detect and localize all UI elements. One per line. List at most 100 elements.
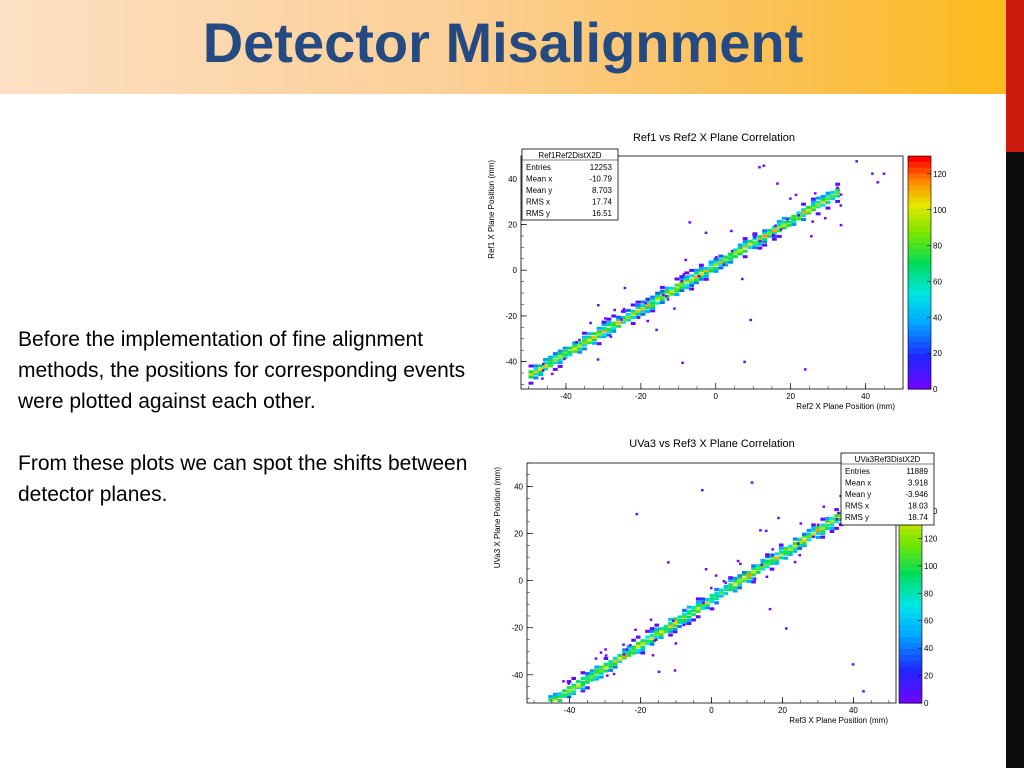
heatmap-cell <box>538 364 544 368</box>
heatmap-cell <box>543 358 548 361</box>
outlier-cell <box>785 627 788 630</box>
heatmap-cell <box>557 361 563 364</box>
heatmap-cell <box>591 332 597 336</box>
heatmap-cell <box>689 287 695 291</box>
outlier-cell <box>794 193 798 197</box>
outlier-cell <box>649 618 653 621</box>
heatmap-cell <box>654 627 659 631</box>
heatmap-cell <box>580 683 586 687</box>
heatmap-cell <box>635 635 641 639</box>
heatmap-cell <box>589 672 595 676</box>
heatmap-cell <box>650 307 656 310</box>
colorbar-tick-label: 0 <box>924 699 929 708</box>
heatmap-cell <box>654 630 659 634</box>
stats-value: 3.918 <box>908 479 929 488</box>
heatmap-cell <box>635 650 641 654</box>
heatmap-cell <box>599 668 604 672</box>
outlier-cell <box>674 642 678 645</box>
heatmap-cell <box>640 648 646 652</box>
stats-label: Mean y <box>526 186 552 195</box>
colorbar-swatch <box>899 631 922 638</box>
y-tick-label: 0 <box>519 577 524 586</box>
stats-value: 18.74 <box>908 513 929 522</box>
outlier-cell <box>604 317 607 320</box>
heatmap-cell <box>630 316 636 319</box>
heatmap-cell <box>655 291 660 295</box>
heatmap-cell <box>774 556 779 560</box>
heatmap-cell <box>703 274 709 278</box>
stats-box: Ref1Ref2DistX2D Entries 12253 Mean x -10.79 M… <box>521 148 619 221</box>
heatmap-cell <box>659 285 665 289</box>
heatmap-cell <box>682 612 687 616</box>
heatmap-cell <box>606 323 612 327</box>
heatmap-cell <box>755 567 761 571</box>
heatmap-cell <box>601 335 607 339</box>
colorbar-swatch <box>908 214 931 221</box>
heatmap-cell <box>771 229 777 233</box>
stats-label: RMS y <box>526 209 550 218</box>
heatmap-cell <box>713 269 719 273</box>
heatmap-cell <box>684 283 690 287</box>
heatmap-cell <box>752 234 758 237</box>
heatmap-cell <box>622 648 627 652</box>
heatmap-cell <box>698 277 704 281</box>
heatmap-cell <box>582 335 587 339</box>
outlier-cell <box>730 249 734 253</box>
heatmap-cell <box>577 344 583 347</box>
heatmap-cell <box>585 680 590 684</box>
heatmap-cell <box>589 669 595 673</box>
heatmap-cell <box>737 582 742 586</box>
heatmap-cell <box>769 561 775 565</box>
heatmap-cell <box>684 286 690 290</box>
outlier-cell <box>835 518 839 521</box>
heatmap-cell <box>691 609 696 613</box>
outlier-cell <box>816 523 820 526</box>
heatmap-cell <box>640 310 646 313</box>
heatmap-cell <box>728 576 733 580</box>
heatmap-cell <box>801 218 806 221</box>
outlier-cell <box>771 548 774 551</box>
colorbar-swatch <box>908 231 931 239</box>
outlier-cell <box>786 218 789 221</box>
heatmap-cell <box>705 601 710 605</box>
heatmap-cell <box>557 695 563 699</box>
outlier-cell <box>596 358 600 361</box>
heatmap-cell <box>829 520 835 524</box>
heatmap-cell <box>700 603 706 607</box>
colorbar-swatch <box>908 208 931 215</box>
heatmap-cell <box>631 648 636 652</box>
heatmap-cell <box>679 275 685 279</box>
heatmap-cell <box>742 243 748 247</box>
chart-title: Ref1 vs Ref2 X Plane Correlation <box>633 132 795 144</box>
heatmap-cell <box>820 526 825 530</box>
heatmap-cell <box>746 576 752 580</box>
heatmap-cell <box>788 552 793 556</box>
heatmap-cell <box>571 686 576 690</box>
colorbar-tick-label: 0 <box>933 385 938 394</box>
heatmap-cell <box>580 689 586 693</box>
heatmap-cell <box>659 301 665 304</box>
outlier-cell <box>567 682 571 685</box>
heatmap-cell <box>557 364 563 368</box>
heatmap-cell <box>834 526 839 530</box>
chart-2: UVa3 vs Ref3 X Plane Correlation -40 -20 0 2… <box>493 438 938 725</box>
heatmap-cell <box>769 559 775 563</box>
heatmap-cell <box>732 579 738 583</box>
heatmap-cell <box>640 651 646 655</box>
heatmap-cell <box>621 309 626 313</box>
heatmap-cell <box>586 335 592 339</box>
heatmap-cell <box>752 246 758 250</box>
heatmap-cell <box>776 220 782 223</box>
heatmap-cell <box>591 341 597 345</box>
y-tick-label: 0 <box>513 266 518 275</box>
stats-value: 17.74 <box>592 198 613 207</box>
heatmap-cell <box>783 552 789 556</box>
heatmap-cell <box>616 318 621 321</box>
heatmap-cell <box>659 633 664 637</box>
heatmap-cell <box>533 372 539 376</box>
heatmap-cell <box>659 636 664 640</box>
outlier-cell <box>599 651 603 654</box>
heatmap-cell <box>801 211 806 215</box>
outlier-cell <box>672 619 675 622</box>
x-tick-label: 40 <box>849 706 858 715</box>
